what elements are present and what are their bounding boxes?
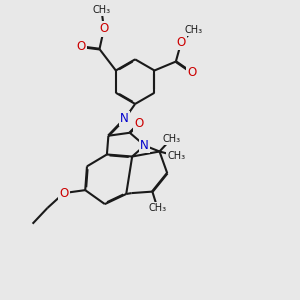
Text: CH₃: CH₃ [92, 5, 111, 16]
Text: O: O [76, 40, 86, 53]
Text: CH₃: CH₃ [167, 151, 185, 161]
Text: O: O [59, 187, 68, 200]
Text: CH₃: CH₃ [148, 203, 166, 213]
Text: O: O [188, 66, 197, 80]
Text: O: O [134, 117, 143, 130]
Text: N: N [140, 139, 149, 152]
Text: CH₃: CH₃ [184, 25, 203, 35]
Text: O: O [99, 22, 109, 35]
Text: CH₃: CH₃ [162, 134, 181, 144]
Text: O: O [177, 36, 186, 49]
Text: N: N [120, 112, 129, 125]
